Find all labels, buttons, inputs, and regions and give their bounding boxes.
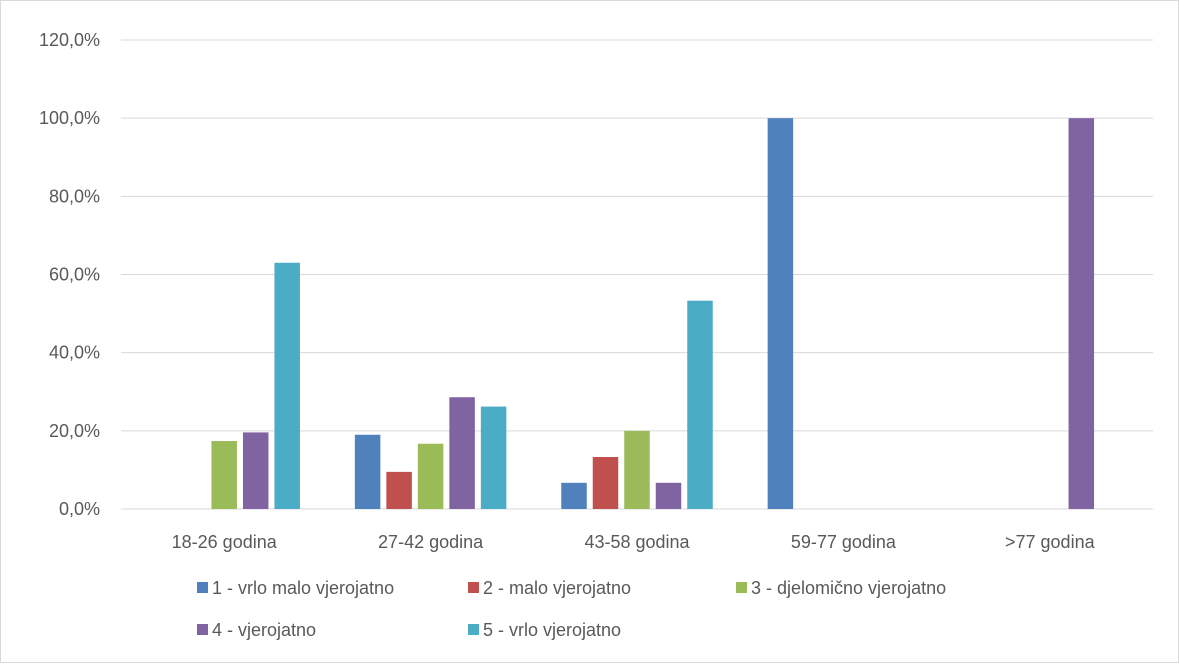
bar (624, 430, 650, 509)
bar (354, 434, 381, 509)
bar (687, 300, 713, 509)
bar (274, 262, 300, 509)
y-tick-label: 120,0% (39, 30, 100, 50)
bar (655, 482, 682, 509)
y-axis-ticks: 0,0% 20,0% 40,0% 60,0% 80,0% 100,0% 120,0% (39, 30, 100, 519)
legend-swatch (197, 624, 208, 635)
bar (386, 471, 412, 509)
bar (211, 440, 237, 509)
x-tick-label: 27-42 godina (378, 532, 484, 552)
legend-label: 1 - vrlo malo vjerojatno (212, 578, 394, 598)
bar (449, 397, 475, 509)
y-tick-label: 40,0% (49, 343, 100, 363)
legend-label: 4 - vjerojatno (212, 620, 316, 640)
y-tick-label: 0,0% (59, 499, 100, 519)
bars (211, 118, 1095, 510)
y-tick-label: 80,0% (49, 186, 100, 206)
bar (1068, 118, 1095, 510)
y-tick-label: 60,0% (49, 265, 100, 285)
bar (480, 406, 507, 509)
x-tick-label: >77 godina (1005, 532, 1096, 552)
legend-swatch (197, 582, 208, 593)
bar (767, 118, 794, 510)
y-tick-label: 20,0% (49, 421, 100, 441)
bar (242, 432, 269, 509)
x-axis-ticks: 18-26 godina 27-42 godina 43-58 godina 59-7… (172, 532, 1096, 552)
bar (592, 457, 619, 509)
legend-swatch (468, 624, 479, 635)
legend-label: 5 - vrlo vjerojatno (483, 620, 621, 640)
legend-swatch (736, 582, 747, 593)
legend: 1 - vrlo malo vjerojatno 2 - malo vjeroja… (197, 578, 946, 640)
y-tick-label: 100,0% (39, 108, 100, 128)
bar (561, 482, 587, 509)
bar (417, 443, 444, 509)
x-tick-label: 43-58 godina (584, 532, 690, 552)
legend-label: 2 - malo vjerojatno (483, 578, 631, 598)
x-tick-label: 18-26 godina (172, 532, 278, 552)
legend-label: 3 - djelomično vjerojatno (751, 578, 946, 598)
x-tick-label: 59-77 godina (791, 532, 897, 552)
legend-swatch (468, 582, 479, 593)
